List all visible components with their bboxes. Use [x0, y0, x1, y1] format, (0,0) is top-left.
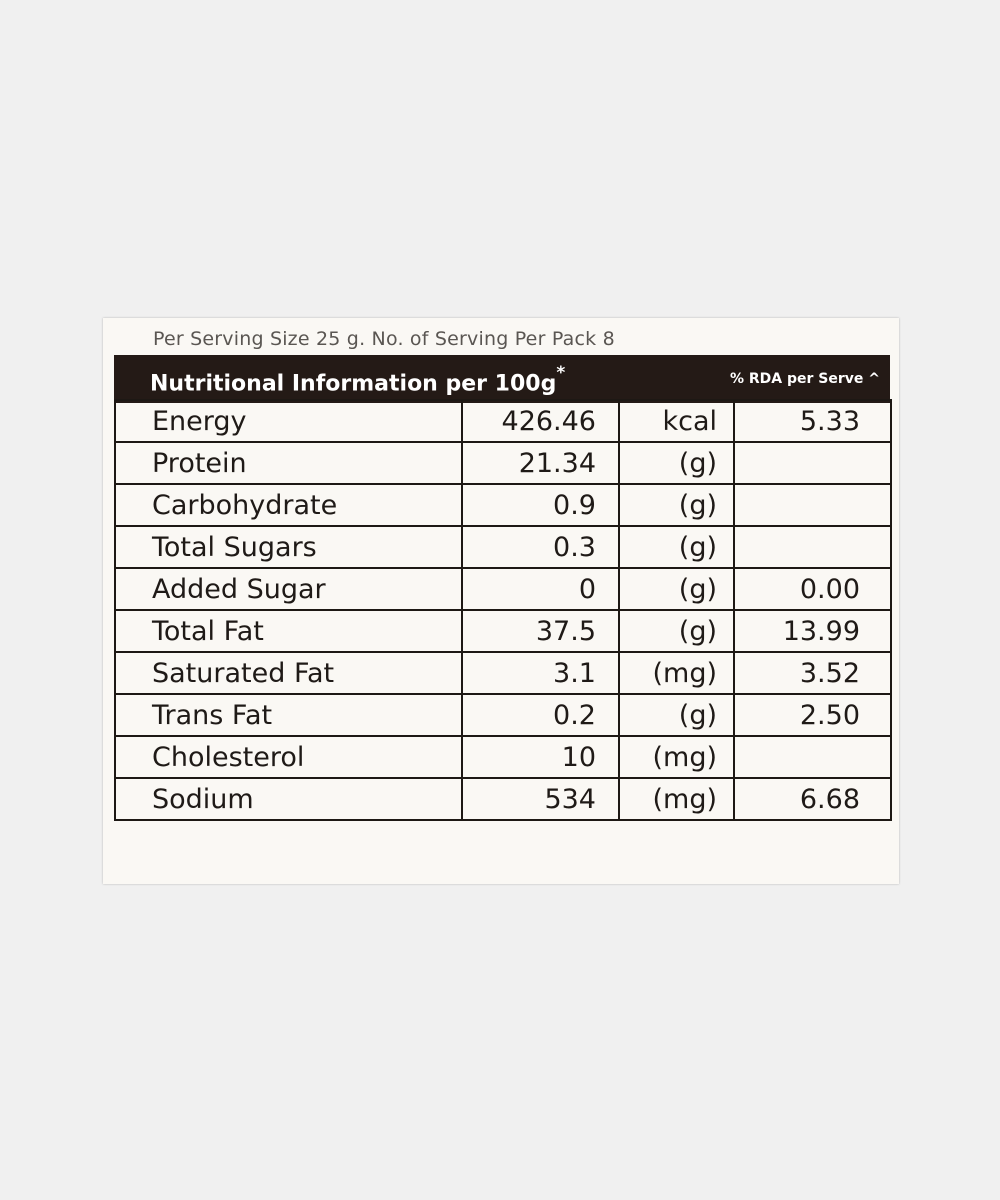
nutrient-name: Protein [114, 441, 463, 485]
nutrient-value: 3.1 [461, 651, 620, 695]
header-rda-label: % RDA per Serve ^ [729, 371, 880, 387]
nutrient-rda: 0.00 [733, 567, 892, 611]
nutrient-value: 37.5 [461, 609, 620, 653]
table-row: Total Sugars 0.3 (g) [114, 525, 892, 569]
nutrient-rda [733, 441, 892, 485]
nutrient-name: Trans Fat [114, 693, 463, 737]
nutrient-value: 426.46 [461, 399, 620, 443]
header-title-text: Nutritional Information per 100g [150, 371, 557, 397]
serving-info: Per Serving Size 25 g. No. of Serving Pe… [153, 328, 615, 350]
nutrient-unit: (g) [618, 483, 735, 527]
nutrient-value: 0.9 [461, 483, 620, 527]
nutrient-name: Carbohydrate [114, 483, 463, 527]
nutrient-rda: 2.50 [733, 693, 892, 737]
nutrient-unit: (g) [618, 609, 735, 653]
nutrient-rda [733, 735, 892, 779]
nutrition-table: Energy 426.46 kcal 5.33 Protein 21.34 (g… [114, 399, 892, 821]
nutrient-unit: (g) [618, 693, 735, 737]
nutrient-unit: (mg) [618, 651, 735, 695]
nutrient-value: 21.34 [461, 441, 620, 485]
table-row: Protein 21.34 (g) [114, 441, 892, 485]
nutrient-name: Sodium [114, 777, 463, 821]
nutrient-name: Cholesterol [114, 735, 463, 779]
nutrient-unit: (mg) [618, 777, 735, 821]
nutrient-rda: 3.52 [733, 651, 892, 695]
nutrient-unit: (g) [618, 567, 735, 611]
nutrient-rda: 5.33 [733, 399, 892, 443]
table-row: Added Sugar 0 (g) 0.00 [114, 567, 892, 611]
table-row: Total Fat 37.5 (g) 13.99 [114, 609, 892, 653]
nutrient-value: 10 [461, 735, 620, 779]
nutrient-rda [733, 483, 892, 527]
nutrient-unit: (mg) [618, 735, 735, 779]
table-header: Nutritional Information per 100g* % RDA … [114, 355, 890, 403]
nutrient-value: 0.2 [461, 693, 620, 737]
nutrient-rda: 6.68 [733, 777, 892, 821]
nutrient-value: 0.3 [461, 525, 620, 569]
nutrition-label: Per Serving Size 25 g. No. of Serving Pe… [103, 318, 899, 884]
table-row: Cholesterol 10 (mg) [114, 735, 892, 779]
nutrient-unit: (g) [618, 525, 735, 569]
table-row: Saturated Fat 3.1 (mg) 3.52 [114, 651, 892, 695]
nutrient-value: 0 [461, 567, 620, 611]
nutrient-unit: kcal [618, 399, 735, 443]
nutrient-rda: 13.99 [733, 609, 892, 653]
table-row: Carbohydrate 0.9 (g) [114, 483, 892, 527]
nutrient-name: Total Fat [114, 609, 463, 653]
header-title: Nutritional Information per 100g* [150, 363, 565, 397]
nutrient-name: Saturated Fat [114, 651, 463, 695]
nutrient-name: Total Sugars [114, 525, 463, 569]
nutrient-rda [733, 525, 892, 569]
nutrient-value: 534 [461, 777, 620, 821]
nutrient-name: Added Sugar [114, 567, 463, 611]
nutrient-name: Energy [114, 399, 463, 443]
header-title-mark: * [556, 363, 566, 383]
table-row: Sodium 534 (mg) 6.68 [114, 777, 892, 821]
table-row: Trans Fat 0.2 (g) 2.50 [114, 693, 892, 737]
nutrient-unit: (g) [618, 441, 735, 485]
table-row: Energy 426.46 kcal 5.33 [114, 399, 892, 443]
